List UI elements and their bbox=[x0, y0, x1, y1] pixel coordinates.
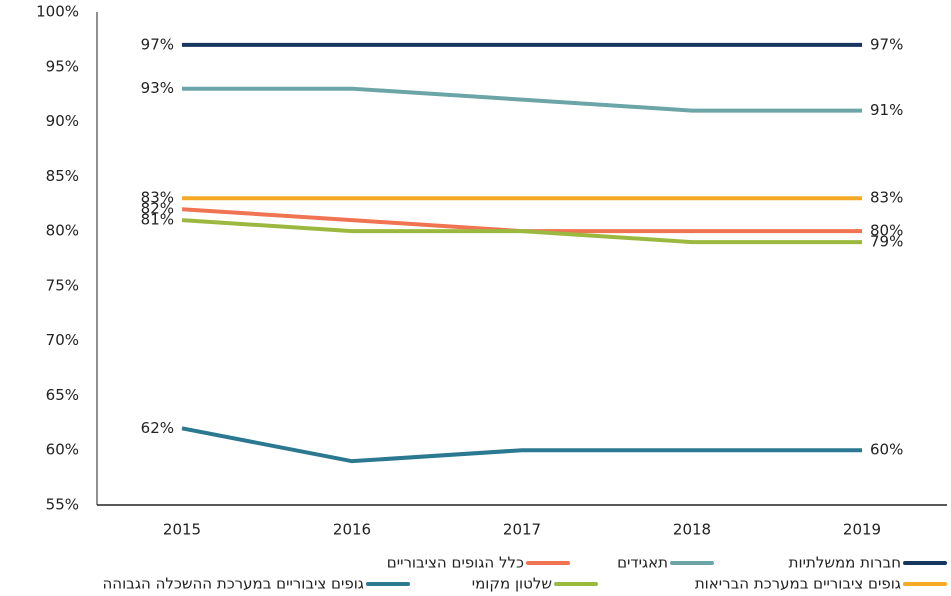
series-line bbox=[181, 218, 862, 245]
y-tick-label: 60% bbox=[46, 441, 79, 459]
series-line bbox=[182, 86, 862, 113]
x-tick-label: 2018 bbox=[673, 521, 711, 539]
data-label: 97% bbox=[141, 35, 174, 53]
y-tick-label: 95% bbox=[46, 57, 79, 75]
y-tick-label: 55% bbox=[46, 496, 79, 514]
series-line bbox=[181, 426, 862, 464]
x-tick-label: 2015 bbox=[163, 521, 201, 539]
data-label: 60% bbox=[870, 441, 903, 459]
x-tick-label: 2017 bbox=[503, 521, 541, 539]
x-tick-label: 2019 bbox=[843, 521, 881, 539]
legend-label: גופים ציבוריים במערכת הבריאות bbox=[695, 575, 901, 593]
y-tick-label: 75% bbox=[46, 276, 79, 294]
x-tick-label: 2016 bbox=[333, 521, 371, 539]
y-tick-label: 65% bbox=[46, 386, 79, 404]
legend-label: תאגידים bbox=[617, 554, 668, 572]
y-tick-label: 85% bbox=[46, 167, 79, 185]
data-label: 91% bbox=[870, 101, 903, 119]
data-label: 79% bbox=[870, 233, 903, 251]
y-tick-label: 100% bbox=[36, 3, 79, 21]
data-label: 81% bbox=[141, 211, 174, 229]
data-label: 62% bbox=[141, 419, 174, 437]
legend-label: כלל הגופים הציבוריים bbox=[387, 554, 524, 572]
y-tick-label: 90% bbox=[46, 112, 79, 130]
data-label: 97% bbox=[870, 35, 903, 53]
y-tick-label: 70% bbox=[46, 331, 79, 349]
data-label: 83% bbox=[141, 189, 174, 207]
legend-label: חברות ממשלתיות bbox=[789, 554, 901, 572]
data-label: 93% bbox=[141, 79, 174, 97]
legend-label: גופים ציבוריים במערכת ההשכלה הגבוהה bbox=[103, 575, 365, 593]
data-label: 83% bbox=[870, 189, 903, 207]
data-label: 82% bbox=[141, 200, 174, 218]
data-label: 80% bbox=[870, 222, 903, 240]
legend-label: שלטון מקומי bbox=[472, 575, 552, 593]
y-tick-label: 80% bbox=[46, 222, 79, 240]
